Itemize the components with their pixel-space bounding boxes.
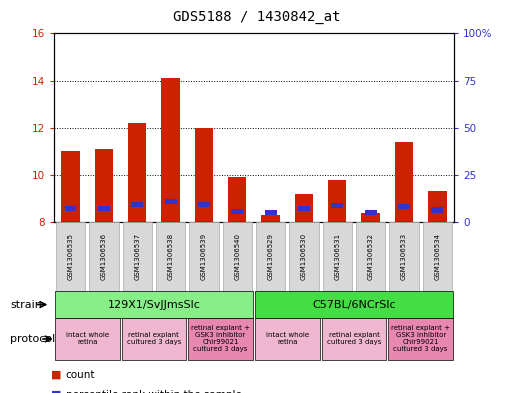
Text: GSM1306536: GSM1306536 [101,233,107,280]
Text: GSM1306532: GSM1306532 [368,233,373,280]
Text: ■: ■ [51,390,62,393]
Bar [295,194,313,222]
Bar [65,206,76,211]
Text: retinal explant
cultured 3 days: retinal explant cultured 3 days [127,332,181,345]
Bar [62,151,80,222]
Bar [128,123,146,222]
Bar [162,78,180,222]
Bar [398,204,410,209]
Bar [431,208,443,213]
Bar [262,215,280,222]
Bar [265,210,277,215]
Bar [198,202,210,207]
Text: GSM1306531: GSM1306531 [334,233,340,280]
Text: retinal explant
cultured 3 days: retinal explant cultured 3 days [327,332,381,345]
Text: GSM1306540: GSM1306540 [234,233,240,280]
Bar [165,199,176,204]
Text: 129X1/SvJJmsSlc: 129X1/SvJJmsSlc [107,299,201,310]
Text: intact whole
retina: intact whole retina [66,332,109,345]
Bar [95,149,113,222]
Text: retinal explant +
GSK3 inhibitor
Chir99021
cultured 3 days: retinal explant + GSK3 inhibitor Chir990… [391,325,450,353]
Bar [328,180,346,222]
Bar [298,206,310,211]
Text: C57BL/6NCrSlc: C57BL/6NCrSlc [312,299,396,310]
Bar [195,128,213,222]
Bar [362,213,380,222]
Bar [331,203,343,208]
Text: GSM1306529: GSM1306529 [268,233,273,280]
Bar [428,191,446,222]
Text: percentile rank within the sample: percentile rank within the sample [66,390,242,393]
Text: strain: strain [10,299,42,310]
Text: intact whole
retina: intact whole retina [266,332,309,345]
Bar [228,177,246,222]
Text: GDS5188 / 1430842_at: GDS5188 / 1430842_at [173,10,340,24]
Bar [98,206,110,211]
Text: GSM1306534: GSM1306534 [435,233,440,280]
Text: GSM1306535: GSM1306535 [68,233,73,280]
Text: GSM1306537: GSM1306537 [134,233,140,280]
Text: ■: ■ [51,369,62,380]
Text: GSM1306530: GSM1306530 [301,233,307,280]
Bar [365,210,377,215]
Bar [395,142,413,222]
Text: count: count [66,369,95,380]
Text: GSM1306539: GSM1306539 [201,233,207,280]
Bar [231,209,243,214]
Bar [131,202,143,207]
Text: GSM1306538: GSM1306538 [168,233,173,280]
Text: protocol: protocol [10,334,55,344]
Text: retinal explant +
GSK3 inhibitor
Chir99021
cultured 3 days: retinal explant + GSK3 inhibitor Chir990… [191,325,250,353]
Text: GSM1306533: GSM1306533 [401,233,407,280]
